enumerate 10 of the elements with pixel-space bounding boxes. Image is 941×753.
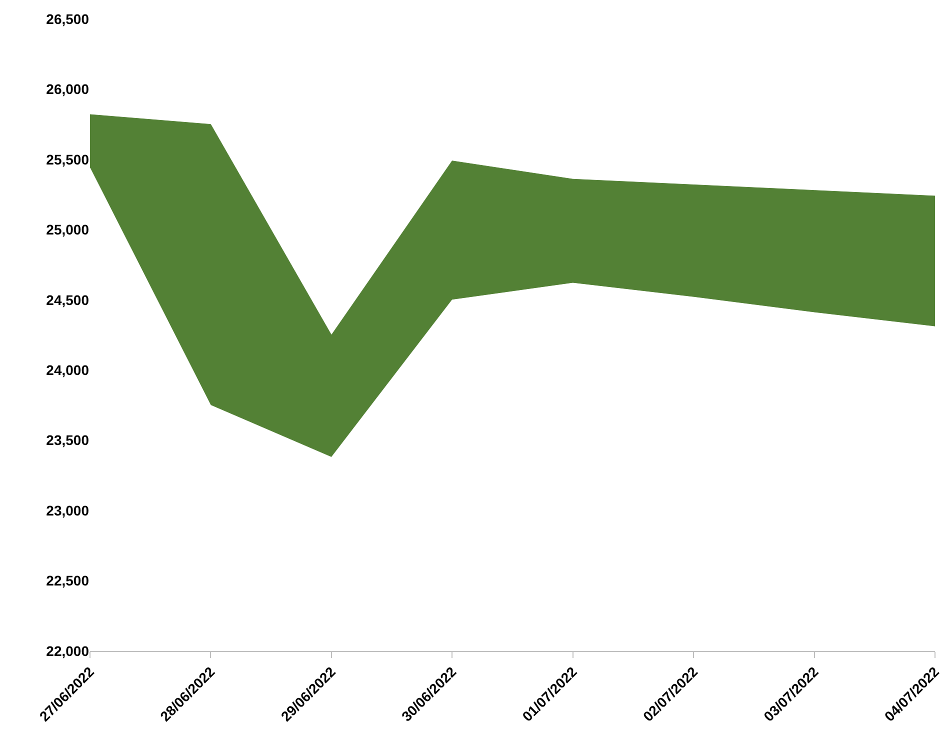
y-tick-label: 22,500 (46, 572, 90, 589)
y-tick-label: 26,500 (46, 10, 90, 27)
y-tick-label: 25,500 (46, 151, 90, 168)
y-tick-label: 23,500 (46, 432, 90, 448)
y-tick-label: 26,000 (46, 81, 90, 98)
y-tick-label: 25,000 (46, 222, 90, 238)
y-tick-label: 24,000 (46, 362, 90, 378)
y-tick-label: 23,000 (46, 502, 90, 518)
y-tick-label: 24,500 (46, 292, 90, 308)
y-tick-label: 22,000 (46, 642, 90, 659)
